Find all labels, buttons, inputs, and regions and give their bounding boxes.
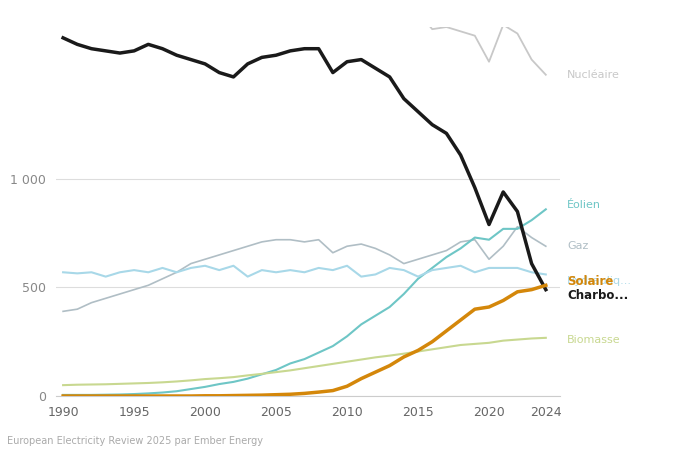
- Text: Nucléaire: Nucléaire: [567, 70, 620, 80]
- Text: Charbo...: Charbo...: [567, 289, 629, 302]
- Text: Solaire: Solaire: [567, 275, 613, 288]
- Text: Hydrauliq...: Hydrauliq...: [567, 276, 632, 286]
- Text: Éolien: Éolien: [567, 200, 601, 210]
- Text: European Electricity Review 2025 par Ember Energy: European Electricity Review 2025 par Emb…: [7, 436, 263, 446]
- Text: Biomasse: Biomasse: [567, 335, 621, 345]
- Text: Gaz: Gaz: [567, 241, 589, 251]
